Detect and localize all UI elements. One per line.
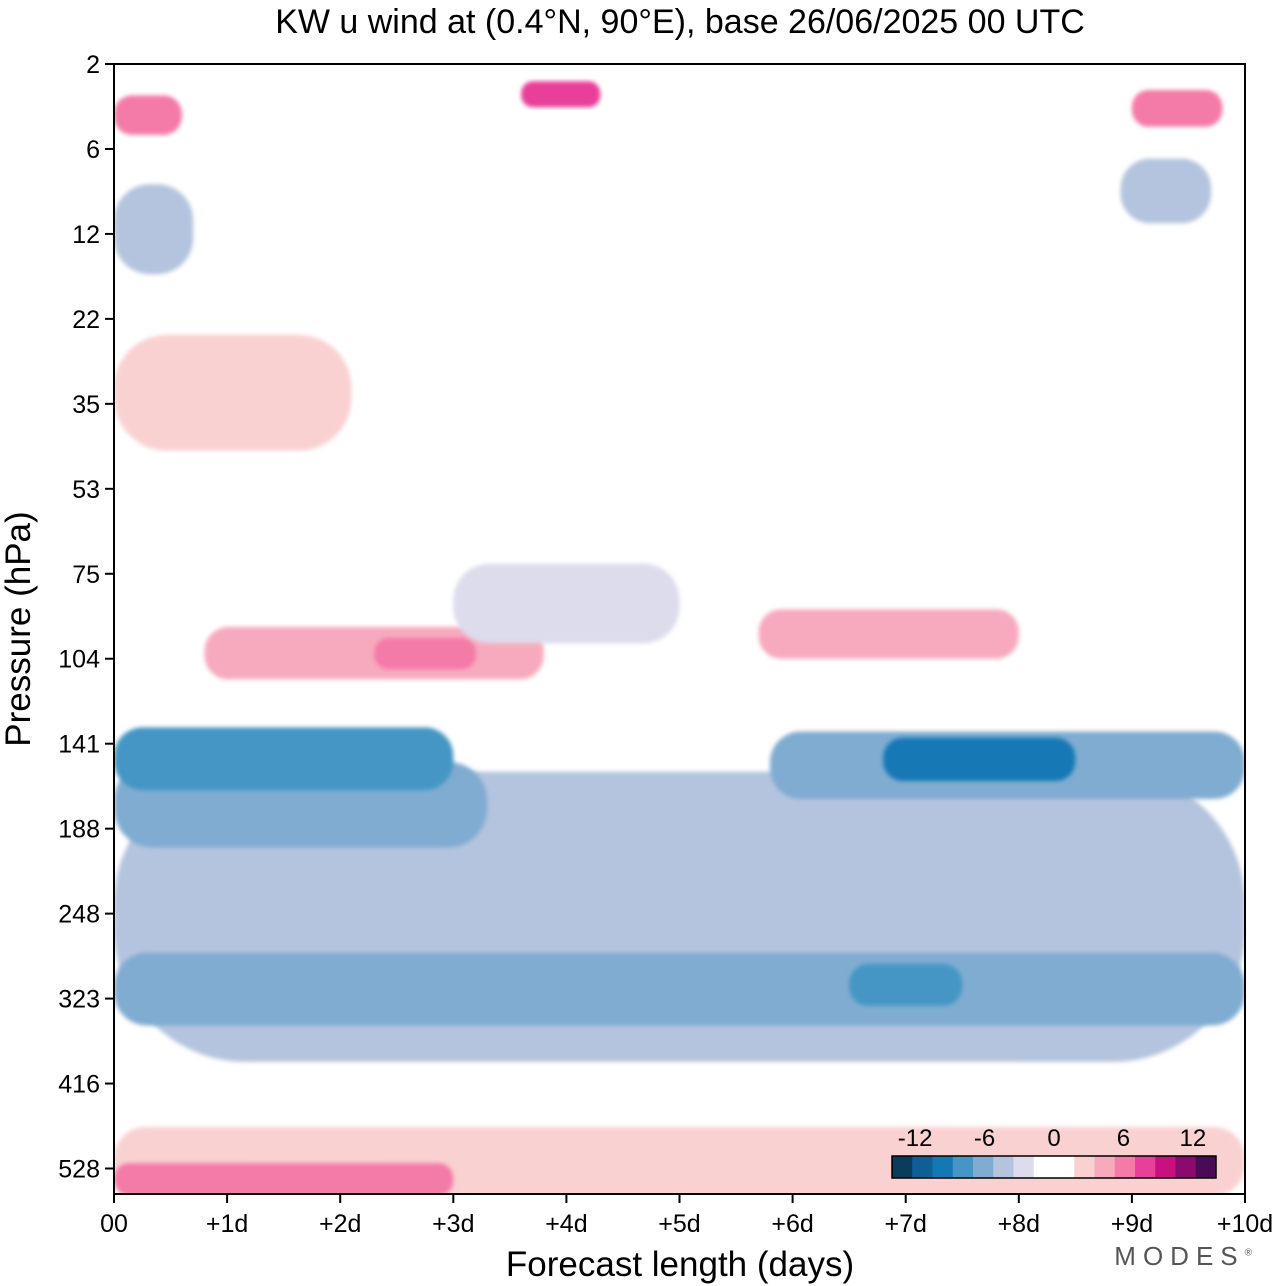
colorbar-swatch (892, 1156, 913, 1178)
contour-region-8 (374, 637, 476, 670)
contour-region-6 (849, 963, 963, 1006)
colorbar-tick-label: -6 (974, 1125, 995, 1152)
contour-region-17 (114, 184, 194, 275)
colorbar-swatch (952, 1156, 974, 1178)
y-tick-label: 323 (58, 986, 100, 1014)
contour-region-5 (114, 952, 1245, 1026)
colorbar-swatch (1114, 1156, 1136, 1178)
y-axis-label: Pressure (hPa) (0, 511, 38, 746)
y-tick-label: 141 (58, 731, 100, 759)
colorbar-swatch (1074, 1156, 1095, 1178)
colorbar-swatch (1033, 1156, 1055, 1178)
colorbar-swatch (1135, 1156, 1156, 1178)
colorbar-tick-label: 12 (1180, 1125, 1207, 1152)
x-axis-label: Forecast length (days) (506, 1245, 854, 1284)
colorbar-swatch (1054, 1156, 1075, 1178)
colorbar-swatch (1094, 1156, 1116, 1178)
y-tick-label: 528 (58, 1156, 100, 1184)
x-tick-label: +4d (545, 1210, 587, 1238)
y-tick-label: 248 (58, 901, 100, 929)
y-axis: 2 6 12 22 35 53 75 104 141 188 248 323 416 528 (58, 51, 114, 1184)
colorbar-swatch (1013, 1156, 1035, 1178)
x-tick-label: +8d (998, 1210, 1040, 1238)
y-tick-label: 75 (72, 561, 100, 589)
colorbar: -12 -6 0 6 12 (891, 1125, 1217, 1179)
colorbar-tick-label: 0 (1047, 1125, 1060, 1152)
x-tick-label: +1d (206, 1210, 248, 1238)
colorbar-swatch (912, 1156, 933, 1178)
contour-region-9 (758, 609, 1019, 659)
contour-region-18 (1120, 158, 1212, 224)
contour-region-16 (1131, 90, 1223, 127)
contour-region-4 (883, 737, 1076, 782)
colorbar-swatch (1155, 1156, 1176, 1178)
colorbar-frame (891, 1155, 1217, 1179)
y-tick-label: 53 (72, 476, 100, 504)
colorbar-swatch (1195, 1156, 1217, 1178)
x-tick-label: +9d (1111, 1210, 1153, 1238)
modes-logo: MODES® (1114, 1241, 1252, 1271)
colorbar-tick-label: 6 (1117, 1125, 1130, 1152)
colorbar-swatch (973, 1156, 994, 1178)
y-tick-label: 35 (72, 391, 100, 419)
contour-region-13 (114, 1163, 454, 1194)
x-tick-label: 00 (100, 1210, 128, 1238)
contour-region-14 (114, 95, 182, 135)
x-axis: 00 +1d +2d +3d +4d +5d +6d +7d +8d +9d +10d (100, 1194, 1273, 1238)
x-tick-label: +3d (432, 1210, 474, 1238)
y-tick-label: 416 (58, 1071, 100, 1099)
x-tick-label: +7d (884, 1210, 926, 1238)
y-tick-label: 22 (72, 306, 100, 334)
y-tick-label: 188 (58, 816, 100, 844)
contour-region-10 (114, 334, 352, 451)
colorbar-swatch (993, 1156, 1014, 1178)
colorbar-swatch (932, 1156, 954, 1178)
colorbar-tick-label: -12 (898, 1125, 933, 1152)
y-tick-label: 104 (58, 646, 100, 674)
contour-region-2 (114, 727, 454, 791)
chart-title: KW u wind at (0.4°N, 90°E), base 26/06/2… (275, 3, 1085, 41)
x-tick-label: +5d (658, 1210, 700, 1238)
x-tick-label: +6d (771, 1210, 813, 1238)
y-tick-label: 2 (86, 51, 100, 79)
contour-region-15 (521, 81, 601, 108)
x-tick-label: +2d (319, 1210, 361, 1238)
contour-region-11 (453, 563, 680, 644)
y-tick-label: 12 (72, 221, 100, 249)
y-tick-label: 6 (86, 136, 100, 164)
colorbar-swatch (1175, 1156, 1197, 1178)
x-tick-label: +10d (1217, 1210, 1273, 1238)
